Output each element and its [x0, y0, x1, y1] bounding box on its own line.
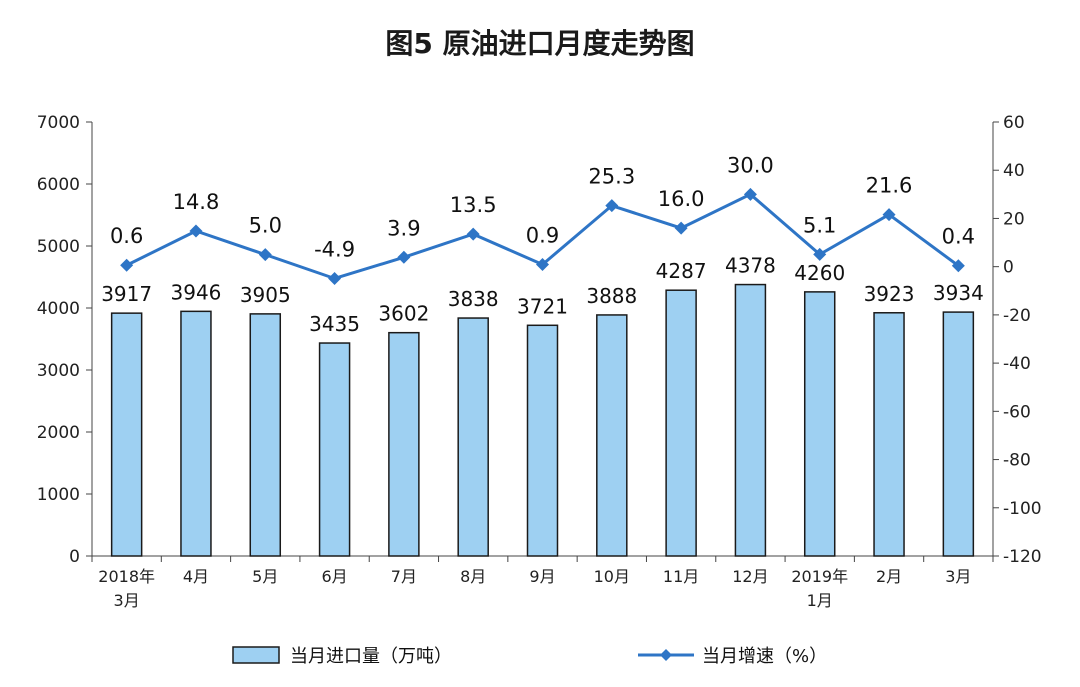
line-data-label: 14.8: [173, 190, 220, 214]
chart-title: 图5 原油进口月度走势图: [385, 27, 695, 60]
bar-data-label: 3923: [864, 282, 915, 306]
bar-data-label: 3917: [101, 282, 152, 306]
legend-bar-swatch: [232, 646, 280, 664]
x-tick-label: 12月: [732, 567, 768, 586]
x-tick-label: 8月: [460, 567, 486, 586]
legend-line-label: 当月增速（%）: [702, 646, 827, 667]
growth-point: [466, 227, 480, 241]
left-tick-label: 7000: [37, 113, 80, 133]
bar: [180, 310, 212, 557]
bar: [318, 342, 351, 557]
x-tick-label: 3月: [114, 591, 140, 610]
growth-point: [120, 258, 134, 272]
right-tick-label: -120: [1003, 547, 1042, 567]
bar: [665, 289, 697, 557]
right-tick-label: 20: [1003, 209, 1025, 229]
right-tick-label: 0: [1003, 258, 1014, 278]
bar: [457, 317, 489, 557]
bar: [110, 312, 143, 557]
growth-point: [328, 271, 342, 285]
growth-point: [258, 248, 272, 262]
x-tick-label: 5月: [252, 567, 278, 586]
bar: [734, 283, 767, 557]
x-tick-label: 1月: [807, 591, 833, 610]
growth-point: [951, 259, 965, 273]
bar: [388, 331, 420, 557]
x-tick-label: 11月: [663, 567, 699, 586]
bar-data-label: 3838: [448, 287, 499, 311]
line-data-label: 16.0: [658, 187, 705, 211]
bar: [803, 291, 836, 557]
bar-data-label: 3888: [586, 284, 637, 308]
right-tick-label: 40: [1003, 161, 1025, 181]
x-tick-label: 4月: [183, 567, 209, 586]
right-tick-label: 60: [1003, 113, 1025, 133]
growth-point: [605, 199, 619, 213]
growth-point: [882, 208, 896, 222]
line-data-label: 0.4: [942, 225, 975, 249]
left-tick-label: 3000: [37, 361, 80, 381]
growth-point: [813, 247, 827, 261]
bar-data-label: 3435: [309, 312, 360, 336]
bar-data-label: 3602: [378, 302, 429, 326]
bar: [249, 313, 282, 557]
right-tick-label: -20: [1003, 306, 1031, 326]
line-data-label: 13.5: [450, 193, 497, 217]
line-data-label: 5.1: [803, 213, 836, 237]
bar-data-label: 3905: [240, 283, 291, 307]
bar: [873, 312, 905, 557]
growth-point: [189, 224, 203, 238]
line-data-label: 0.6: [110, 224, 143, 248]
bar: [526, 324, 559, 557]
left-tick-label: 1000: [37, 485, 80, 505]
bar-data-label: 3721: [517, 294, 568, 318]
x-tick-label: 2月: [876, 567, 902, 586]
x-tick-label: 7月: [391, 567, 417, 586]
legend-line-marker: [660, 649, 672, 661]
left-tick-label: 2000: [37, 423, 80, 443]
line-data-label: 5.0: [249, 214, 282, 238]
right-tick-label: -60: [1003, 402, 1031, 422]
left-tick-label: 6000: [37, 175, 80, 195]
left-tick-label: 4000: [37, 299, 80, 319]
bar-data-label: 3934: [933, 281, 984, 305]
line-data-label: 25.3: [588, 165, 635, 189]
x-tick-label: 3月: [945, 567, 971, 586]
line-data-label: 3.9: [387, 216, 420, 240]
line-data-label: 30.0: [727, 153, 774, 177]
growth-point: [397, 250, 411, 264]
bar: [942, 311, 975, 557]
bar-data-label: 4260: [794, 261, 845, 285]
x-tick-label: 2019年: [791, 567, 848, 586]
growth-point: [674, 221, 688, 235]
line-data-label: -4.9: [314, 237, 355, 261]
line-data-label: 0.9: [526, 223, 559, 247]
left-tick-label: 0: [69, 547, 80, 567]
legend-bar-label: 当月进口量（万吨）: [290, 646, 452, 667]
bar-data-label: 4287: [656, 259, 707, 283]
bar-data-label: 4378: [725, 254, 776, 278]
bar: [596, 314, 628, 557]
right-tick-label: -100: [1003, 499, 1042, 519]
left-tick-label: 5000: [37, 237, 80, 257]
line-data-label: 21.6: [866, 174, 913, 198]
growth-point: [536, 257, 549, 271]
x-tick-label: 9月: [529, 567, 555, 586]
right-tick-label: -80: [1003, 451, 1031, 471]
x-tick-label: 6月: [321, 567, 347, 586]
x-tick-label: 10月: [594, 567, 630, 586]
growth-point: [743, 187, 757, 201]
right-tick-label: -40: [1003, 354, 1031, 374]
x-tick-label: 2018年: [98, 567, 155, 586]
bar-data-label: 3946: [171, 280, 222, 304]
